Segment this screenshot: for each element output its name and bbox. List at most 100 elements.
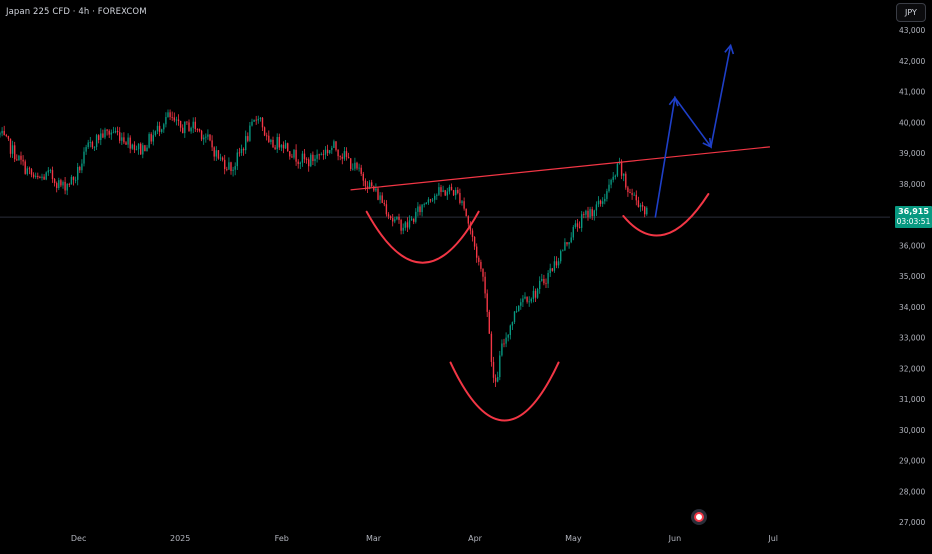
time-tick-label: Jun — [668, 534, 682, 543]
candle-body — [37, 175, 39, 178]
candle-body — [51, 170, 54, 180]
candle-body — [316, 154, 318, 159]
time-tick-label: May — [565, 534, 582, 543]
neckline-trendline[interactable] — [350, 146, 770, 191]
price-tick-label: 35,000 — [899, 272, 925, 281]
head-arc[interactable] — [449, 361, 560, 422]
time-tick-label: Dec — [71, 534, 86, 543]
candle-body — [278, 137, 280, 148]
candle-body — [488, 311, 490, 334]
candle-body — [492, 361, 495, 378]
event-marker-icon[interactable] — [691, 509, 707, 525]
candle-body — [26, 168, 28, 174]
right-shoulder-arc[interactable] — [622, 193, 710, 237]
candle-body — [410, 218, 413, 221]
candle-body — [520, 302, 522, 306]
candle-body — [209, 134, 211, 141]
symbol-title[interactable]: Japan 225 CFD · 4h · FOREXCOM — [6, 7, 147, 17]
candle-body — [200, 130, 203, 140]
candle-body — [446, 191, 448, 196]
last-price: 36,915 — [898, 207, 929, 217]
price-axis[interactable]: 43,000 42,000 41,000 40,000 39,000 38,000 36,0… — [899, 26, 925, 527]
time-tick-label: Mar — [366, 534, 382, 543]
candle-body — [11, 145, 14, 154]
candle-body — [194, 121, 196, 129]
candle-body — [251, 121, 253, 126]
candle-body — [551, 268, 553, 271]
candle-body — [438, 187, 440, 195]
candle-body — [476, 246, 478, 258]
candle-body — [49, 170, 52, 171]
candle-body — [163, 124, 165, 130]
candle-body — [68, 183, 70, 185]
candle-body — [377, 188, 379, 200]
candle-body — [501, 343, 503, 356]
candle-body — [301, 153, 304, 163]
candle-body — [572, 227, 574, 238]
candle-body — [526, 296, 528, 302]
candle-body — [434, 195, 436, 200]
candle-body — [270, 139, 272, 142]
candle-body — [419, 206, 421, 213]
candle-body — [47, 170, 49, 173]
candle-body — [62, 181, 64, 186]
candle-body — [30, 169, 33, 175]
candle-body — [112, 132, 115, 134]
time-tick-label: Jul — [767, 534, 778, 543]
left-shoulder-arc[interactable] — [365, 210, 480, 264]
candle-body — [186, 121, 188, 123]
candle-body — [602, 201, 604, 204]
candle-body — [396, 216, 398, 220]
candle-body — [524, 296, 526, 299]
candle-body — [509, 325, 511, 335]
candle-body — [482, 268, 484, 277]
candle-body — [5, 135, 7, 137]
projection-arrow-path[interactable] — [654, 45, 732, 218]
candle-body — [545, 283, 547, 285]
candle-body — [41, 176, 43, 178]
candle-body — [581, 214, 583, 228]
candle-body — [364, 180, 367, 187]
candle-body — [484, 276, 486, 294]
candle-body — [578, 226, 581, 228]
candle-body — [614, 175, 616, 177]
candle-body — [452, 190, 455, 196]
candle-body — [24, 161, 26, 174]
candle-body — [499, 355, 501, 377]
candle-body — [217, 150, 220, 159]
candle-body — [318, 154, 320, 156]
candle-body — [623, 173, 625, 176]
candle-body — [20, 155, 22, 160]
candle-body — [587, 210, 589, 218]
bar-countdown: 03:03:51 — [896, 217, 931, 227]
candle-body — [0, 133, 1, 135]
candle-body — [121, 137, 123, 141]
candle-body — [329, 150, 331, 153]
candle-body — [511, 322, 514, 326]
candle-body — [45, 172, 47, 180]
candle-body — [230, 162, 232, 171]
candle-body — [102, 133, 104, 138]
candle-body — [480, 261, 482, 269]
candle-body — [635, 194, 637, 201]
price-tick-label: 31,000 — [899, 395, 925, 404]
candle-body — [354, 162, 356, 169]
candle-body — [566, 242, 568, 245]
candle-body — [129, 137, 131, 149]
currency-button[interactable]: JPY — [896, 3, 926, 22]
candle-body — [74, 179, 77, 181]
candle-body — [574, 223, 577, 228]
candle-body — [53, 179, 56, 184]
candle-body — [289, 151, 291, 157]
candle-body — [425, 202, 427, 205]
candle-body — [295, 149, 297, 162]
time-axis[interactable]: Dec 2025 Feb Mar Apr May Jun Jul — [71, 534, 778, 543]
candle-body — [461, 201, 463, 203]
candle-body — [190, 127, 192, 132]
candle-body — [234, 166, 236, 170]
candle-body — [142, 145, 144, 155]
candle-body — [39, 177, 41, 178]
price-tick-label: 43,000 — [899, 26, 925, 35]
